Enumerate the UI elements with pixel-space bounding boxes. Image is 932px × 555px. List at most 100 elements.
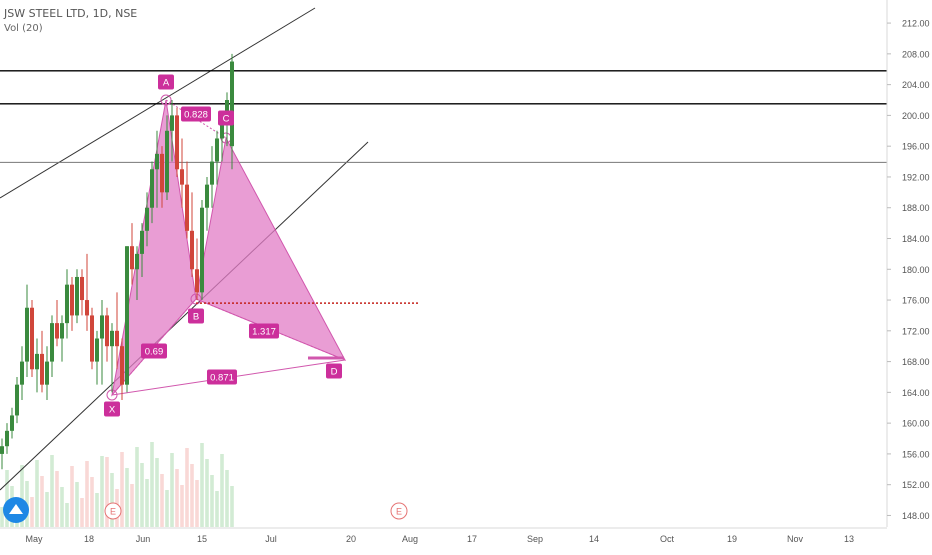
candle-body <box>120 346 124 385</box>
volume-bar <box>105 457 109 527</box>
x-tick-label: Jun <box>136 534 151 544</box>
x-tick-label: Jul <box>265 534 277 544</box>
candle-body <box>100 315 104 339</box>
candle-body <box>195 269 199 293</box>
x-tick-label: 13 <box>844 534 854 544</box>
candle-body <box>180 169 184 185</box>
point-label-c-bg <box>218 110 234 126</box>
x-tick-label: 19 <box>727 534 737 544</box>
ratio-label: 0.871 <box>210 373 234 384</box>
candle-body <box>135 253 139 270</box>
candle-body <box>125 246 129 385</box>
candle-body <box>0 446 4 454</box>
candle-body <box>210 161 214 185</box>
volume-bars <box>0 442 234 527</box>
trend-channel <box>0 7 369 491</box>
volume-bar <box>5 470 9 527</box>
candle-body <box>110 330 114 347</box>
point-label-c: C <box>223 114 230 125</box>
x-tick-label: Oct <box>660 534 675 544</box>
volume-bar <box>175 469 179 527</box>
candle-body <box>115 330 119 347</box>
pattern-labels: X A B C D 0.828 0.69 1.317 0.871 <box>104 74 342 417</box>
point-label-d-bg <box>326 363 342 379</box>
candle-body <box>50 323 54 362</box>
point-label-x-bg <box>104 401 120 417</box>
volume-bar <box>30 497 34 527</box>
y-tick-label: 188.00 <box>902 203 930 213</box>
volume-bar <box>190 464 194 527</box>
candle-body <box>220 123 224 139</box>
volume-bar <box>35 460 39 527</box>
volume-bar <box>130 484 134 527</box>
x-tick-label: 20 <box>346 534 356 544</box>
volume-bar <box>145 479 149 527</box>
volume-bar <box>170 453 174 527</box>
x-tick-label: Aug <box>402 534 418 544</box>
y-tick-label: 148.00 <box>902 511 930 521</box>
y-tick-label: 152.00 <box>902 480 930 490</box>
x-tick-label: 15 <box>197 534 207 544</box>
candle-body <box>200 207 204 293</box>
candle-body <box>230 61 234 147</box>
volume-bar <box>50 455 54 527</box>
volume-bar <box>0 507 4 527</box>
y-tick-label: 184.00 <box>902 234 930 244</box>
volume-bar <box>45 492 49 527</box>
x-tick-label: 14 <box>589 534 599 544</box>
point-label-x: X <box>109 405 116 416</box>
y-tick-label: 212.00 <box>902 19 930 29</box>
tradingview-logo-icon[interactable] <box>3 497 29 523</box>
symbol-title: JSW STEEL LTD, 1D, NSE <box>4 7 138 20</box>
candle-body <box>95 338 99 362</box>
lower-channel-line <box>0 141 369 491</box>
candle-body <box>90 315 94 362</box>
candle-body <box>5 430 9 447</box>
y-tick-label: 200.00 <box>902 111 930 121</box>
candle-body <box>45 361 49 385</box>
volume-bar <box>165 490 169 527</box>
earnings-event-icon <box>390 502 408 520</box>
volume-bar <box>110 473 114 527</box>
volume-bar <box>140 463 144 527</box>
candle-body <box>10 415 14 431</box>
volume-bar <box>55 471 59 527</box>
ratio-label-bg <box>207 369 237 385</box>
candle-body <box>155 153 159 170</box>
volume-bar <box>210 475 214 527</box>
volume-indicator-label[interactable]: Vol (20) <box>4 23 43 34</box>
volume-bar <box>195 480 199 527</box>
candle-body <box>75 276 79 316</box>
volume-bar <box>185 448 189 527</box>
volume-bar <box>155 458 159 527</box>
earnings-event-icon <box>104 502 122 520</box>
volume-bar <box>215 491 219 527</box>
y-tick-label: 156.00 <box>902 449 930 459</box>
volume-bar <box>160 474 164 527</box>
candle-body <box>60 323 64 339</box>
ratio-label-bg <box>181 106 211 122</box>
ratio-label-bg <box>249 323 279 339</box>
earnings-event-label: E <box>396 507 402 517</box>
candle-body <box>140 230 144 254</box>
candle-body <box>55 323 59 339</box>
candle-body <box>150 169 154 208</box>
candle-body <box>40 353 44 385</box>
y-tick-label: 164.00 <box>902 388 930 398</box>
earnings-event-label: E <box>110 507 116 517</box>
volume-bar <box>220 454 224 527</box>
volume-bar <box>95 493 99 527</box>
point-label-a: A <box>163 78 170 89</box>
point-label-a-bg <box>158 74 174 90</box>
volume-bar <box>100 456 104 527</box>
price-axis-bg <box>887 0 932 550</box>
y-tick-label: 176.00 <box>902 296 930 306</box>
ratio-label: 0.69 <box>145 347 164 358</box>
candle-body <box>30 307 34 370</box>
y-tick-label: 180.00 <box>902 265 930 275</box>
point-label-b-bg <box>188 308 204 324</box>
candle-body <box>35 353 39 370</box>
